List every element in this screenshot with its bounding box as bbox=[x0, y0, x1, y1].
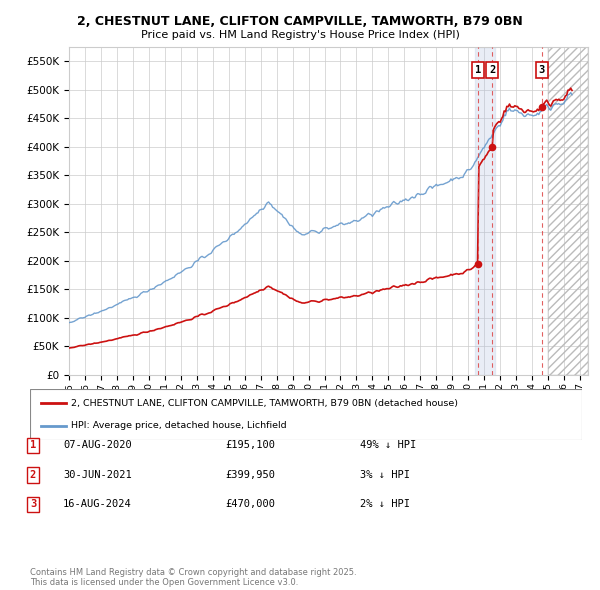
Bar bbox=[475, 47, 496, 375]
Text: £195,100: £195,100 bbox=[225, 441, 275, 450]
Text: 3: 3 bbox=[539, 65, 545, 75]
Text: 1: 1 bbox=[475, 65, 481, 75]
Text: 2: 2 bbox=[489, 65, 496, 75]
Text: 2, CHESTNUT LANE, CLIFTON CAMPVILLE, TAMWORTH, B79 0BN (detached house): 2, CHESTNUT LANE, CLIFTON CAMPVILLE, TAM… bbox=[71, 399, 458, 408]
FancyBboxPatch shape bbox=[30, 389, 582, 440]
Text: 49% ↓ HPI: 49% ↓ HPI bbox=[360, 441, 416, 450]
Text: 3: 3 bbox=[30, 500, 36, 509]
Text: Price paid vs. HM Land Registry's House Price Index (HPI): Price paid vs. HM Land Registry's House … bbox=[140, 30, 460, 40]
Text: 07-AUG-2020: 07-AUG-2020 bbox=[63, 441, 132, 450]
Text: £470,000: £470,000 bbox=[225, 500, 275, 509]
Bar bbox=[548, 47, 588, 375]
Text: 3% ↓ HPI: 3% ↓ HPI bbox=[360, 470, 410, 480]
Text: Contains HM Land Registry data © Crown copyright and database right 2025.
This d: Contains HM Land Registry data © Crown c… bbox=[30, 568, 356, 587]
Text: 2: 2 bbox=[30, 470, 36, 480]
Text: 16-AUG-2024: 16-AUG-2024 bbox=[63, 500, 132, 509]
Text: 30-JUN-2021: 30-JUN-2021 bbox=[63, 470, 132, 480]
Bar bbox=[548, 47, 588, 375]
Text: HPI: Average price, detached house, Lichfield: HPI: Average price, detached house, Lich… bbox=[71, 421, 287, 430]
Text: 2% ↓ HPI: 2% ↓ HPI bbox=[360, 500, 410, 509]
Text: 2, CHESTNUT LANE, CLIFTON CAMPVILLE, TAMWORTH, B79 0BN: 2, CHESTNUT LANE, CLIFTON CAMPVILLE, TAM… bbox=[77, 15, 523, 28]
Text: £399,950: £399,950 bbox=[225, 470, 275, 480]
Text: 1: 1 bbox=[30, 441, 36, 450]
